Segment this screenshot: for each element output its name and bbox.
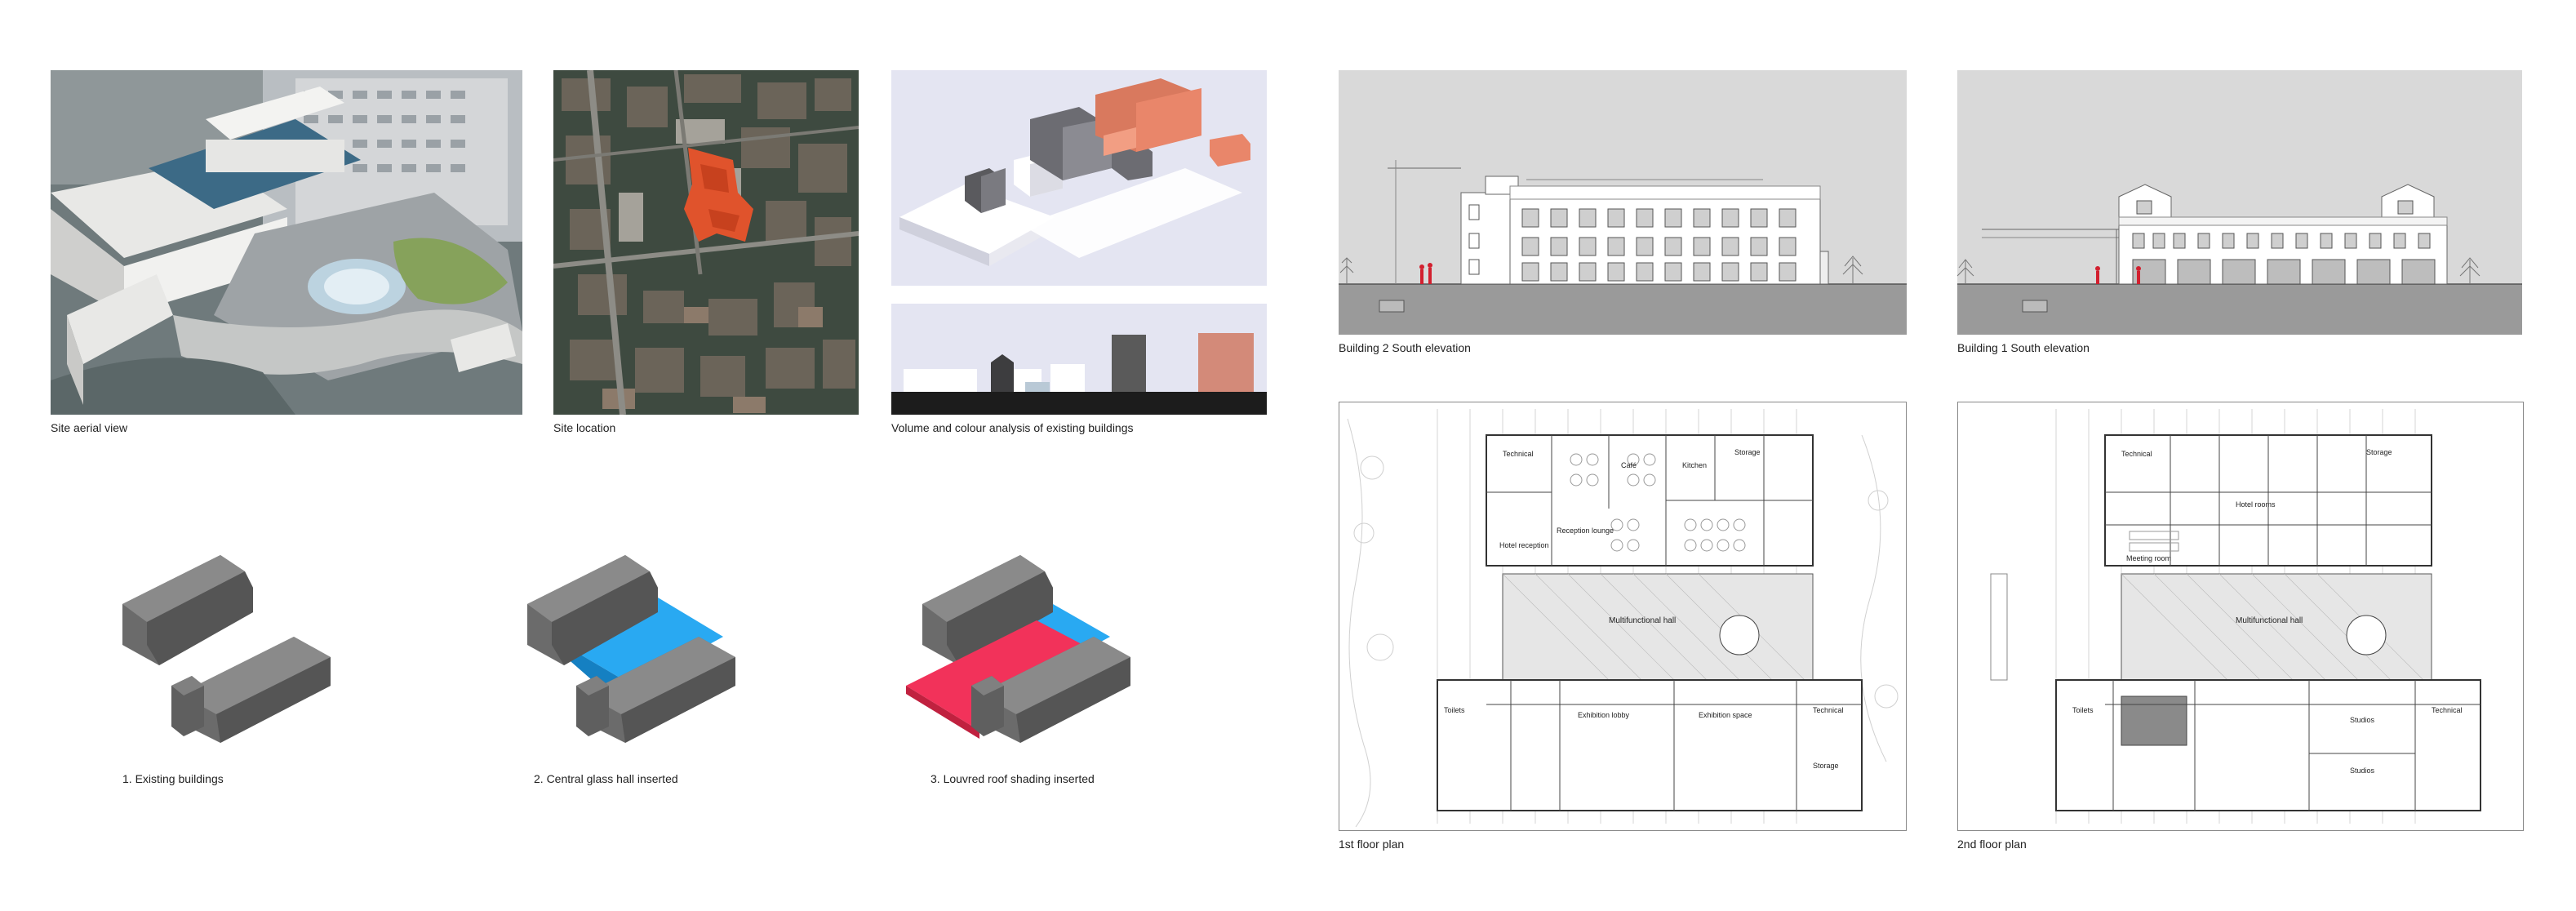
- plan2-label-storage: Storage: [2366, 448, 2392, 456]
- building-1-south-elevation: [1957, 70, 2522, 335]
- plan1-label-exhibition-space: Exhibition space: [1699, 711, 1752, 719]
- plan1-label-technical: Technical: [1503, 450, 1534, 458]
- caption-site-aerial-view: Site aerial view: [51, 421, 128, 434]
- plan2-label-studios-1: Studios: [2350, 716, 2375, 724]
- caption-building-2-elevation: Building 2 South elevation: [1339, 341, 1471, 354]
- plan1-label-hotel-reception: Hotel reception: [1499, 541, 1549, 549]
- caption-site-location: Site location: [553, 421, 616, 434]
- caption-step-3: 3. Louvred roof shading inserted: [930, 772, 1095, 785]
- plan2-label-technical-2: Technical: [2432, 706, 2463, 714]
- plan1-label-reception: Reception lounge: [1557, 527, 1614, 535]
- caption-first-floor-plan: 1st floor plan: [1339, 838, 1405, 851]
- building-2-south-elevation: [1339, 70, 1907, 335]
- plan2-label-studios-2: Studios: [2350, 767, 2375, 775]
- caption-step-2: 2. Central glass hall inserted: [534, 772, 678, 785]
- first-floor-plan: Technical Café Kitchen Storage Reception…: [1339, 402, 1907, 831]
- caption-step-1: 1. Existing buildings: [122, 772, 224, 785]
- plan1-label-technical-2: Technical: [1813, 706, 1844, 714]
- plan1-label-hall: Multifunctional hall: [1609, 616, 1677, 625]
- caption-volume-analysis: Volume and colour analysis of existing b…: [891, 421, 1134, 434]
- plan1-label-toilets: Toilets: [1444, 706, 1465, 714]
- caption-second-floor-plan: 2nd floor plan: [1957, 838, 2027, 851]
- plan2-label-toilets: Toilets: [2072, 706, 2094, 714]
- plan2-label-meeting: Meeting room: [2126, 554, 2172, 562]
- volume-axonometric-image: [891, 70, 1267, 286]
- massing-louvred-roof: [906, 539, 1184, 759]
- plan2-label-hall: Multifunctional hall: [2236, 616, 2303, 625]
- plan1-label-storage-2: Storage: [1813, 762, 1839, 770]
- site-aerial-view-image: [51, 70, 522, 415]
- plan2-label-technical: Technical: [2121, 450, 2152, 458]
- second-floor-plan: Technical Hotel rooms Storage Meeting ro…: [1957, 402, 2524, 831]
- plan1-label-exhibition-lobby: Exhibition lobby: [1578, 711, 1630, 719]
- plan1-label-kitchen: Kitchen: [1682, 461, 1708, 469]
- plan2-label-hotel-rooms: Hotel rooms: [2236, 500, 2276, 509]
- massing-existing-buildings: [114, 539, 392, 759]
- site-location-map: [553, 70, 859, 415]
- plan1-label-cafe: Café: [1621, 461, 1637, 469]
- caption-building-1-elevation: Building 1 South elevation: [1957, 341, 2090, 354]
- plan1-label-storage: Storage: [1734, 448, 1761, 456]
- massing-glass-hall: [519, 539, 797, 759]
- volume-colour-strip-image: [891, 304, 1267, 415]
